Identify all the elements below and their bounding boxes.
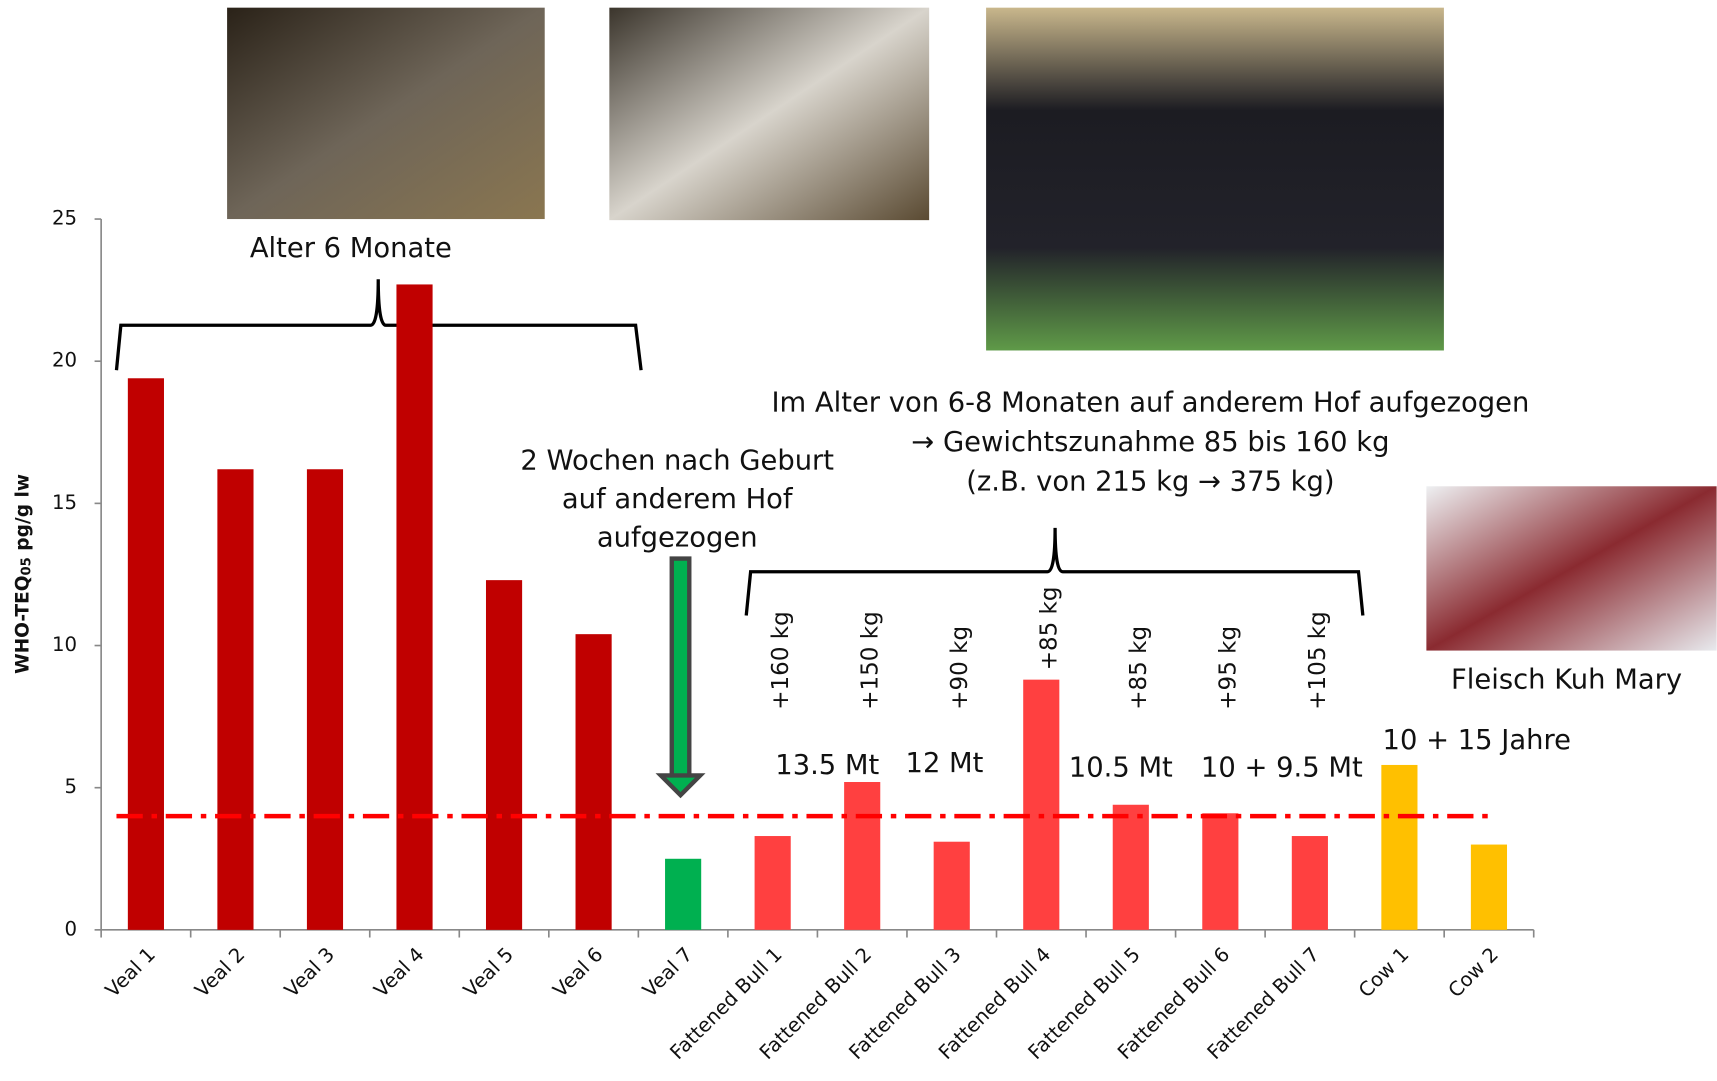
y-label-sub: 05 [19,557,34,575]
kg-label: +105 kg [1305,611,1331,709]
bar [1023,679,1060,930]
x-tick-label: Cow 2 [1444,943,1503,1002]
bar [127,378,164,930]
x-tick-label: Cow 1 [1354,943,1413,1002]
age-label: 10 + 15 Jahre [1383,725,1571,756]
bar [1291,836,1328,930]
x-tick-label: Veal 7 [638,943,697,1002]
bar [217,469,254,930]
arrow-shaft [669,556,692,780]
photo-cow [986,7,1444,351]
y-label-unit: pg/g lw [12,474,33,557]
bar [844,782,881,930]
bar [575,634,612,930]
kg-label: +85 kg [1126,626,1152,710]
age-label: 13.5 Mt [775,750,879,781]
y-tick-label: 0 [65,917,78,940]
bar [933,841,970,930]
bull-note: (z.B. von 215 kg → 375 kg) [966,467,1334,498]
x-tick-label: Veal 5 [459,943,518,1002]
bar [485,580,523,930]
y-tick-label: 15 [52,491,77,514]
bar [306,469,344,930]
x-tick-label: Veal 4 [370,943,429,1002]
veal-age-note: Alter 6 Monate [250,233,452,264]
photo-meat [1426,486,1717,651]
x-tick-label: Veal 6 [549,943,608,1002]
kg-label: +85 kg [1037,587,1063,671]
bar [754,836,791,930]
bracket-veal [114,279,643,371]
bull-note: → Gewichtszunahme 85 bis 160 kg [911,427,1389,458]
veal7-note: auf anderem Hof [562,484,794,515]
kg-label: +160 kg [768,611,794,709]
bar [1202,813,1239,930]
y-tick-label: 5 [65,775,78,798]
kg-label: +150 kg [857,611,883,709]
y-axis-label: WHO-TEQ05 pg/g lw [12,474,34,674]
photo-calf-1 [227,7,545,220]
bull-note: Im Alter von 6-8 Monaten auf anderem Hof… [771,388,1529,419]
y-tick-label: 20 [52,349,77,372]
kg-label: +90 kg [947,626,973,710]
veal7-note: 2 Wochen nach Geburt [520,446,834,477]
kg-label: +95 kg [1216,626,1242,710]
bar [1470,844,1508,930]
x-tick-label: Veal 2 [190,943,249,1002]
arrow-head [655,773,706,799]
bar [396,284,433,930]
photo-calf-2 [609,7,930,221]
y-tick-label: 25 [52,207,77,230]
bar [1112,804,1149,930]
x-tick-label: Veal 3 [280,943,339,1002]
veal7-note: aufgezogen [597,522,758,553]
y-label-main: WHO-TEQ [12,575,33,673]
bar [665,858,702,930]
bracket-bulls [744,527,1365,616]
x-tick-label: Veal 1 [101,943,160,1002]
age-label: 10 + 9.5 Mt [1201,752,1363,783]
bar [1381,764,1418,930]
age-label: 10.5 Mt [1069,752,1173,783]
y-tick-label: 10 [52,633,77,656]
age-label: 12 Mt [906,748,984,779]
meat-caption: Fleisch Kuh Mary [1451,665,1682,696]
